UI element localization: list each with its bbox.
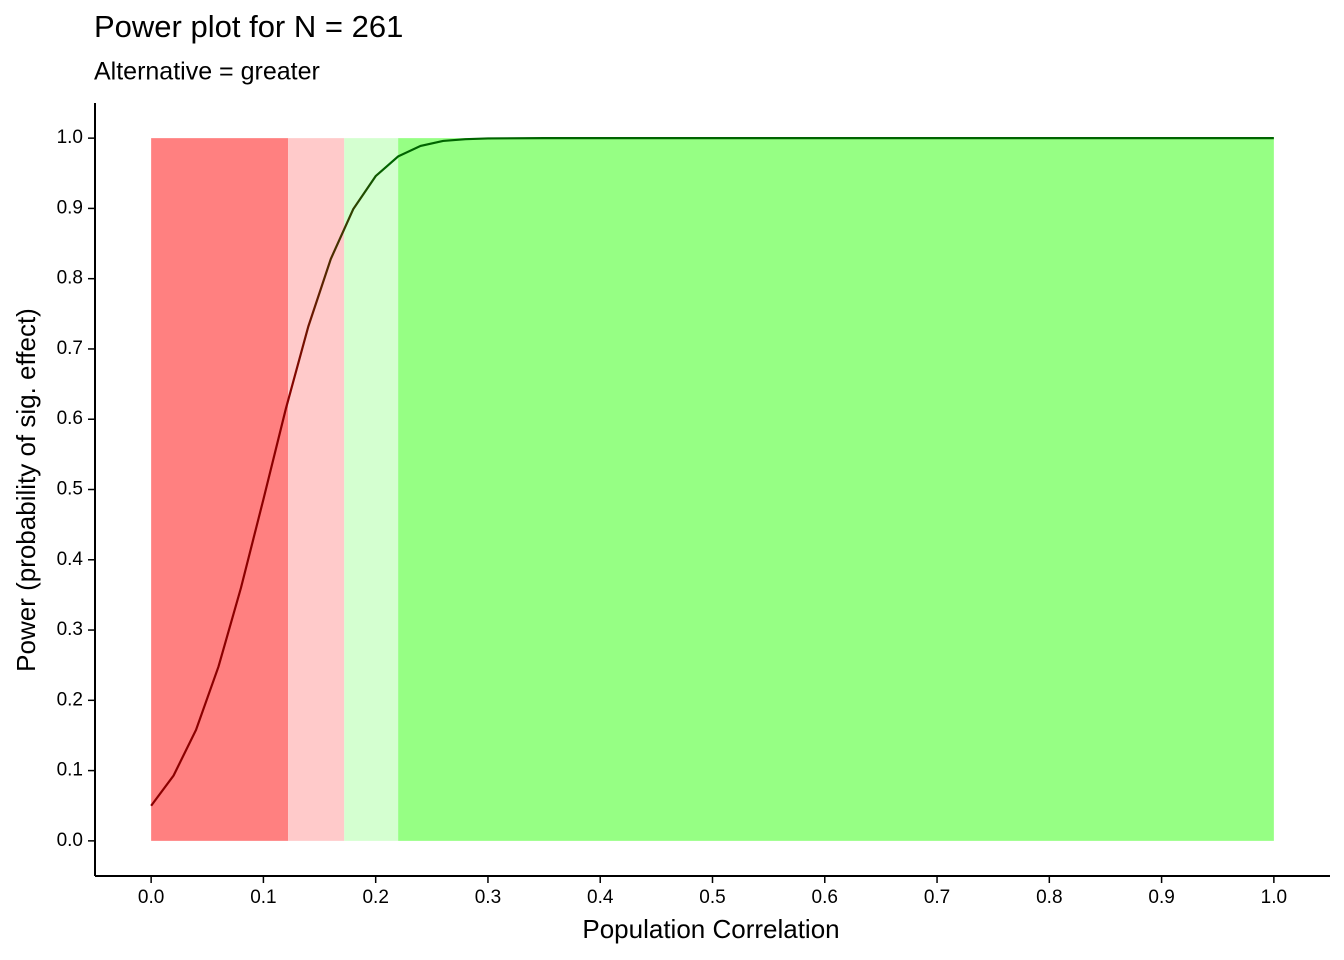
power-band (151, 138, 289, 841)
y-tick-label: 0.7 (57, 338, 83, 359)
y-tick-label: 0.0 (57, 830, 83, 851)
x-tick-label: 0.3 (475, 887, 501, 908)
x-axis-title: Population Correlation (582, 914, 839, 944)
chart-title: Power plot for N = 261 (94, 9, 403, 44)
power-band (288, 138, 345, 841)
x-tick-label: 0.4 (587, 887, 614, 908)
y-tick-label: 0.3 (57, 619, 83, 640)
x-tick-label: 1.0 (1261, 887, 1287, 908)
power-band (398, 138, 1274, 841)
y-tick-label: 0.5 (57, 479, 83, 500)
power-curve (150, 137, 1274, 807)
x-tick-label: 0.5 (699, 887, 725, 908)
y-tick-label: 0.4 (57, 549, 84, 570)
chart-subtitle: Alternative = greater (94, 58, 320, 86)
power-band (344, 138, 399, 841)
x-tick-label: 0.2 (362, 887, 388, 908)
x-tick-label: 0.1 (250, 887, 276, 908)
y-tick-label: 0.8 (57, 268, 83, 289)
y-tick-label: 0.1 (57, 760, 83, 781)
x-tick-label: 0.9 (1148, 887, 1174, 908)
y-tick-label: 0.9 (57, 197, 83, 218)
y-tick-label: 1.0 (57, 127, 83, 148)
x-tick-label: 0.7 (924, 887, 950, 908)
x-tick-label: 0.8 (1036, 887, 1062, 908)
y-tick-label: 0.6 (57, 408, 83, 429)
y-tick-label: 0.2 (57, 689, 83, 710)
x-tick-label: 0.6 (812, 887, 838, 908)
y-axis-title: Power (probability of sig. effect) (11, 308, 41, 672)
x-tick-label: 0.0 (138, 887, 164, 908)
